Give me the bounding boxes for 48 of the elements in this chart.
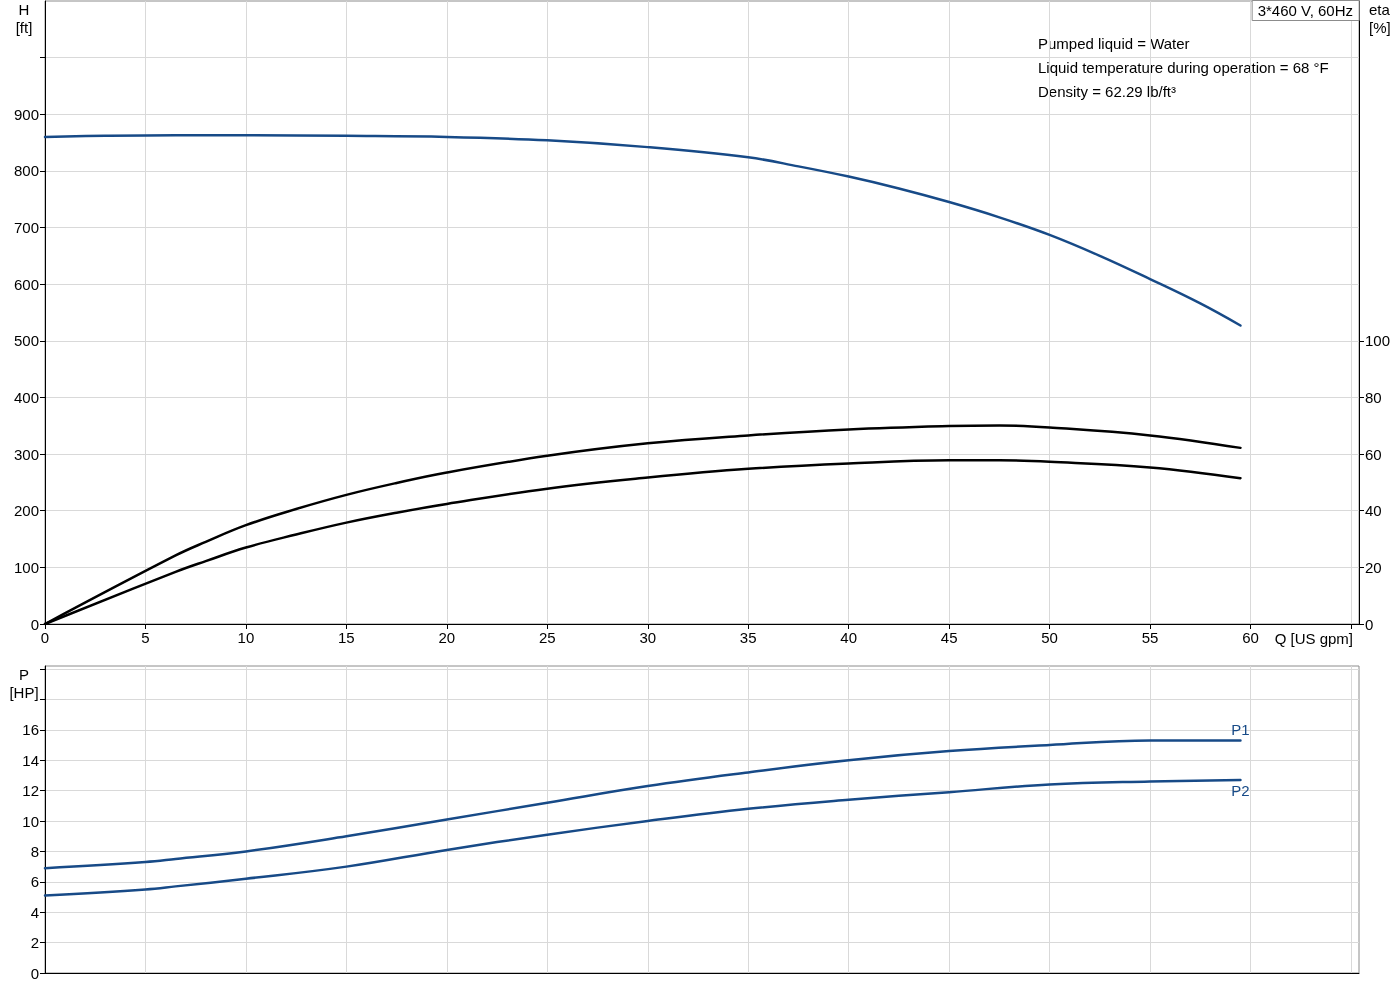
y-tick-label: 900 <box>13 105 39 123</box>
y-tick-label: 0 <box>30 964 39 982</box>
y-axis-title: P [HP] <box>9 665 39 701</box>
line-series <box>43 133 1242 327</box>
annotation: Liquid temperature during operation = 68 °F <box>1038 59 1329 76</box>
y2-tick-label: 20 <box>1365 558 1382 576</box>
x-tick-label: 45 <box>940 629 958 646</box>
y-tick-label: 500 <box>13 332 39 350</box>
y-tick-label: 300 <box>13 445 39 463</box>
annotation: Density = 62.29 lb/ft³ <box>1038 83 1176 100</box>
x-tick-label: 55 <box>1141 629 1159 646</box>
y-tick-label: 8 <box>30 842 39 860</box>
series-label: P2 <box>1231 781 1250 799</box>
x-tick-label: 50 <box>1041 629 1058 646</box>
x-tick-label: 10 <box>237 629 255 646</box>
y-tick-label: 200 <box>13 502 39 520</box>
x-tick-label: 35 <box>739 629 757 646</box>
series-label: P1 <box>1231 721 1250 739</box>
x-tick-label: 5 <box>141 629 150 646</box>
y-tick-label: 4 <box>30 903 39 921</box>
y-tick-label: 2 <box>30 934 39 952</box>
x-tick-label: 60 <box>1242 629 1259 646</box>
x-axis-title: Q [US gpm] <box>1274 630 1353 647</box>
y2-axis-title: eta [%] <box>1369 0 1391 36</box>
y2-tick-label: 0 <box>1365 615 1374 633</box>
y-tick-label: 12 <box>22 782 39 800</box>
x-tick-label: 40 <box>840 629 858 646</box>
y-tick-label: 600 <box>13 275 39 293</box>
x-tick-label: 20 <box>438 629 456 646</box>
y2-tick-label: 80 <box>1365 388 1382 406</box>
x-tick-label: 15 <box>338 629 355 646</box>
y-tick-label: 700 <box>13 219 39 237</box>
y-tick-label: 800 <box>13 162 39 180</box>
y-tick-label: 16 <box>22 721 39 739</box>
x-tick-label: 25 <box>538 629 556 646</box>
x-tick-label: 30 <box>639 629 657 646</box>
annotation: Pumped liquid = Water <box>1038 35 1190 52</box>
y-tick-label: 400 <box>13 388 39 406</box>
y-tick-label: 10 <box>22 812 39 830</box>
y2-tick-label: 100 <box>1365 332 1391 350</box>
y-tick-label: 0 <box>30 615 39 633</box>
y-tick-label: 100 <box>13 558 39 576</box>
y-tick-label: 6 <box>30 873 39 891</box>
y-tick-label: 14 <box>22 751 39 769</box>
chart-title: 3*460 V, 60Hz <box>1257 2 1354 19</box>
y-axis-title: H [ft] <box>15 0 33 36</box>
y2-tick-label: 40 <box>1365 502 1382 520</box>
y2-tick-label: 60 <box>1365 445 1382 463</box>
